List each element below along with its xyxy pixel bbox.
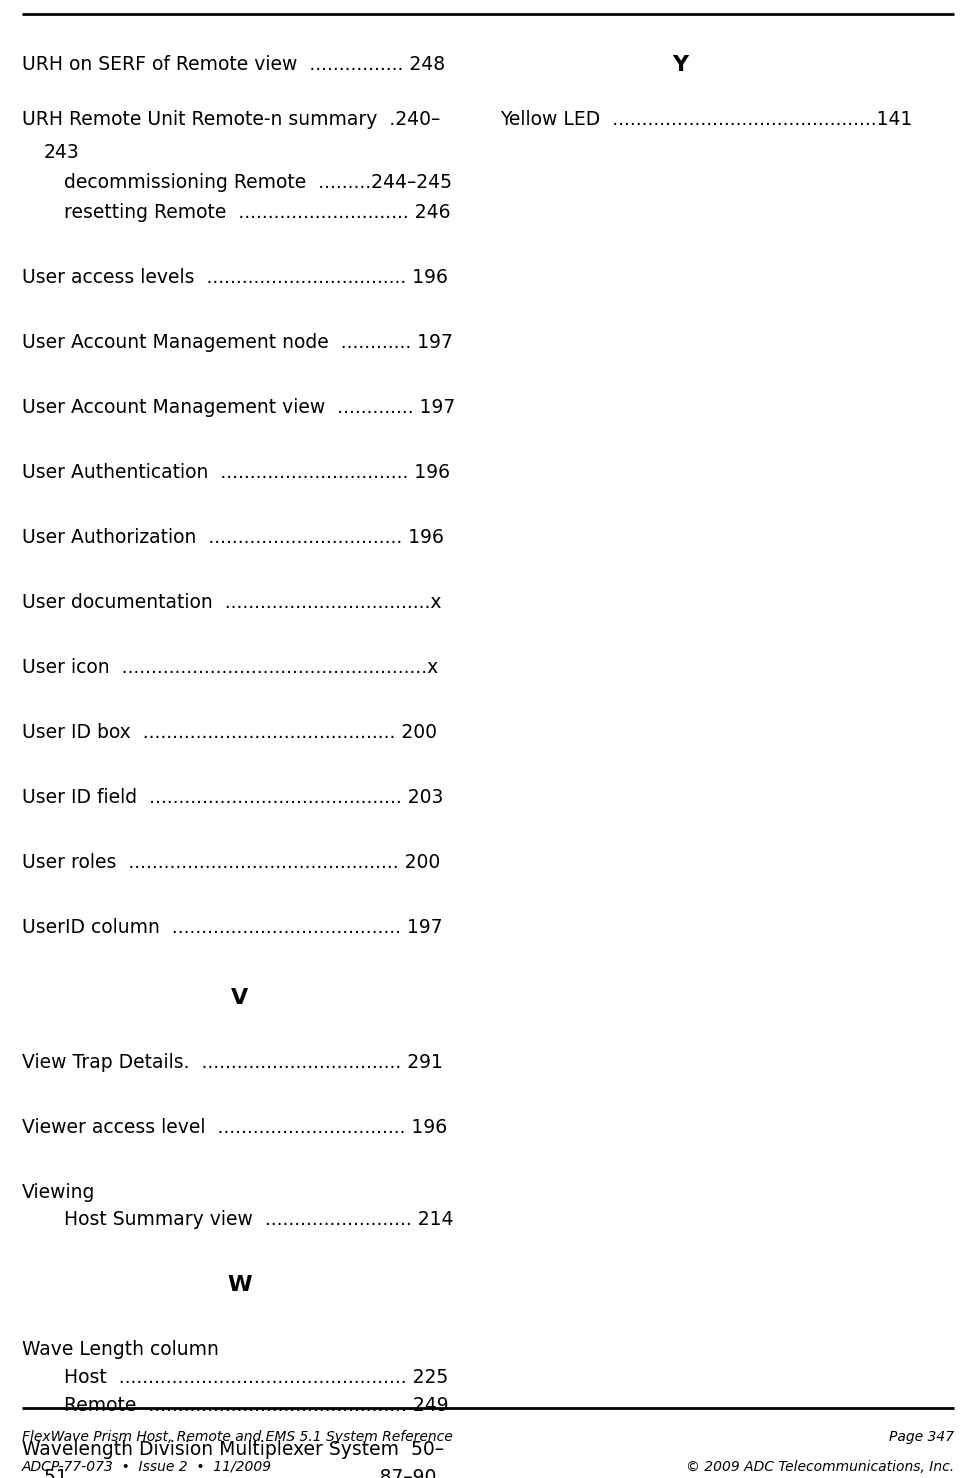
Text: 51,  ................................................. 87–90: 51, ....................................… (44, 1468, 436, 1478)
Text: Viewing: Viewing (22, 1182, 96, 1202)
Text: © 2009 ADC Telecommunications, Inc.: © 2009 ADC Telecommunications, Inc. (686, 1460, 954, 1474)
Text: URH on SERF of Remote view  ................ 248: URH on SERF of Remote view .............… (22, 55, 445, 74)
Text: User documentation  ...................................x: User documentation .....................… (22, 593, 441, 612)
Text: 243: 243 (44, 143, 80, 163)
Text: User icon  ....................................................x: User icon ..............................… (22, 658, 438, 677)
Text: Page 347: Page 347 (889, 1431, 954, 1444)
Text: Remote  ............................................ 249: Remote .................................… (64, 1397, 449, 1414)
Text: decommissioning Remote  .........244–245: decommissioning Remote .........244–245 (64, 173, 452, 192)
Text: User Authentication  ................................ 196: User Authentication ....................… (22, 463, 450, 482)
Text: V: V (231, 987, 249, 1008)
Text: UserID column  ....................................... 197: UserID column ..........................… (22, 918, 443, 937)
Text: User ID field  ........................................... 203: User ID field ..........................… (22, 788, 443, 807)
Text: User Account Management node  ............ 197: User Account Management node ...........… (22, 333, 453, 352)
Text: Wave Length column: Wave Length column (22, 1341, 219, 1358)
Text: User Account Management view  ............. 197: User Account Management view ...........… (22, 398, 455, 417)
Text: Y: Y (671, 55, 688, 75)
Text: User ID box  ........................................... 200: User ID box ............................… (22, 723, 437, 742)
Text: Host  ................................................. 225: Host ...................................… (64, 1369, 448, 1386)
Text: Yellow LED  .............................................141: Yellow LED .............................… (500, 109, 913, 129)
Text: W: W (227, 1276, 252, 1295)
Text: User roles  .............................................. 200: User roles .............................… (22, 853, 440, 872)
Text: User Authorization  ................................. 196: User Authorization .....................… (22, 528, 444, 547)
Text: URH Remote Unit Remote-n summary  .240–: URH Remote Unit Remote-n summary .240– (22, 109, 440, 129)
Text: Wavelength Division Multiplexer System  50–: Wavelength Division Multiplexer System 5… (22, 1440, 444, 1459)
Text: View Trap Details.  .................................. 291: View Trap Details. .....................… (22, 1052, 443, 1072)
Text: ADCP-77-073  •  Issue 2  •  11/2009: ADCP-77-073 • Issue 2 • 11/2009 (22, 1460, 272, 1474)
Text: Viewer access level  ................................ 196: Viewer access level ....................… (22, 1117, 447, 1137)
Text: User access levels  .................................. 196: User access levels .....................… (22, 268, 448, 287)
Text: Host Summary view  ......................... 214: Host Summary view ......................… (64, 1210, 454, 1230)
Text: FlexWave Prism Host, Remote and EMS 5.1 System Reference: FlexWave Prism Host, Remote and EMS 5.1 … (22, 1431, 453, 1444)
Text: resetting Remote  ............................. 246: resetting Remote .......................… (64, 202, 451, 222)
